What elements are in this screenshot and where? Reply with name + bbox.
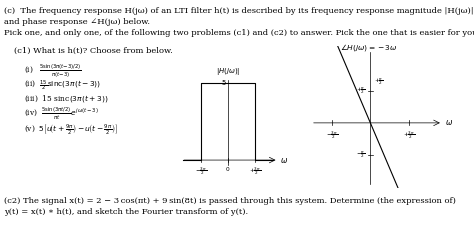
Text: $0$: $0$	[226, 166, 231, 174]
Text: $\omega$: $\omega$	[280, 155, 288, 165]
Text: 5: 5	[221, 80, 226, 86]
Text: (ii)  $\frac{15}{2}\mathrm{sinc}(3\pi(t-3))$: (ii) $\frac{15}{2}\mathrm{sinc}(3\pi(t-3…	[24, 79, 101, 93]
Text: $\angle H(j\omega) = -3\omega$: $\angle H(j\omega) = -3\omega$	[340, 42, 398, 53]
Text: $-\frac{3\pi}{2}$: $-\frac{3\pi}{2}$	[195, 166, 207, 177]
Text: and phase response ∠H(jω) below.: and phase response ∠H(jω) below.	[4, 18, 150, 26]
Text: (i)   $\frac{5\sin(3\pi(t{-}3)/2)}{\pi(t{-}3)}$: (i) $\frac{5\sin(3\pi(t{-}3)/2)}{\pi(t{-…	[24, 62, 82, 79]
Text: $|H(j\omega)|$: $|H(j\omega)|$	[216, 66, 240, 77]
Text: $+\frac{\pi}{2}$: $+\frac{\pi}{2}$	[356, 86, 365, 96]
Text: $-\frac{3\pi}{2}$: $-\frac{3\pi}{2}$	[326, 129, 337, 141]
Text: $\omega$: $\omega$	[446, 118, 454, 127]
Text: (c1) What is h(t)? Choose from below.: (c1) What is h(t)? Choose from below.	[14, 47, 173, 55]
Text: y(t) = x(t) ∗ h(t), and sketch the Fourier transform of y(t).: y(t) = x(t) ∗ h(t), and sketch the Fouri…	[4, 208, 248, 216]
Text: $+\frac{3\pi}{2}$: $+\frac{3\pi}{2}$	[403, 129, 415, 141]
Text: (c)  The frequency response H(jω) of an LTI filter h(t) is described by its freq: (c) The frequency response H(jω) of an L…	[4, 7, 474, 15]
Text: (c2) The signal x(t) = 2 − 3 cos(πt) + 9 sin(8t) is passed through this system. : (c2) The signal x(t) = 2 − 3 cos(πt) + 9…	[4, 197, 456, 205]
Text: $-\frac{\pi}{2}$: $-\frac{\pi}{2}$	[356, 149, 365, 160]
Text: $+\frac{3\pi}{2}$: $+\frac{3\pi}{2}$	[249, 166, 261, 177]
Text: (iv)  $\frac{5\sin(3\pi t/2)}{\pi t}e^{j\omega(t-3)}$: (iv) $\frac{5\sin(3\pi t/2)}{\pi t}e^{j\…	[24, 106, 99, 122]
Text: $+\frac{\pi}{2}$: $+\frac{\pi}{2}$	[374, 76, 384, 87]
Text: Pick one, and only one, of the following two problems (c1) and (c2) to answer. P: Pick one, and only one, of the following…	[4, 29, 474, 37]
Text: (iii)  15 sinc$(3\pi(t+3))$: (iii) 15 sinc$(3\pi(t+3))$	[24, 93, 109, 104]
Text: (v)  $5\left[u\!\left(t+\frac{9\pi}{2}\right)-u\!\left(t-\frac{9\pi}{2}\right)\r: (v) $5\left[u\!\left(t+\frac{9\pi}{2}\ri…	[24, 122, 118, 136]
